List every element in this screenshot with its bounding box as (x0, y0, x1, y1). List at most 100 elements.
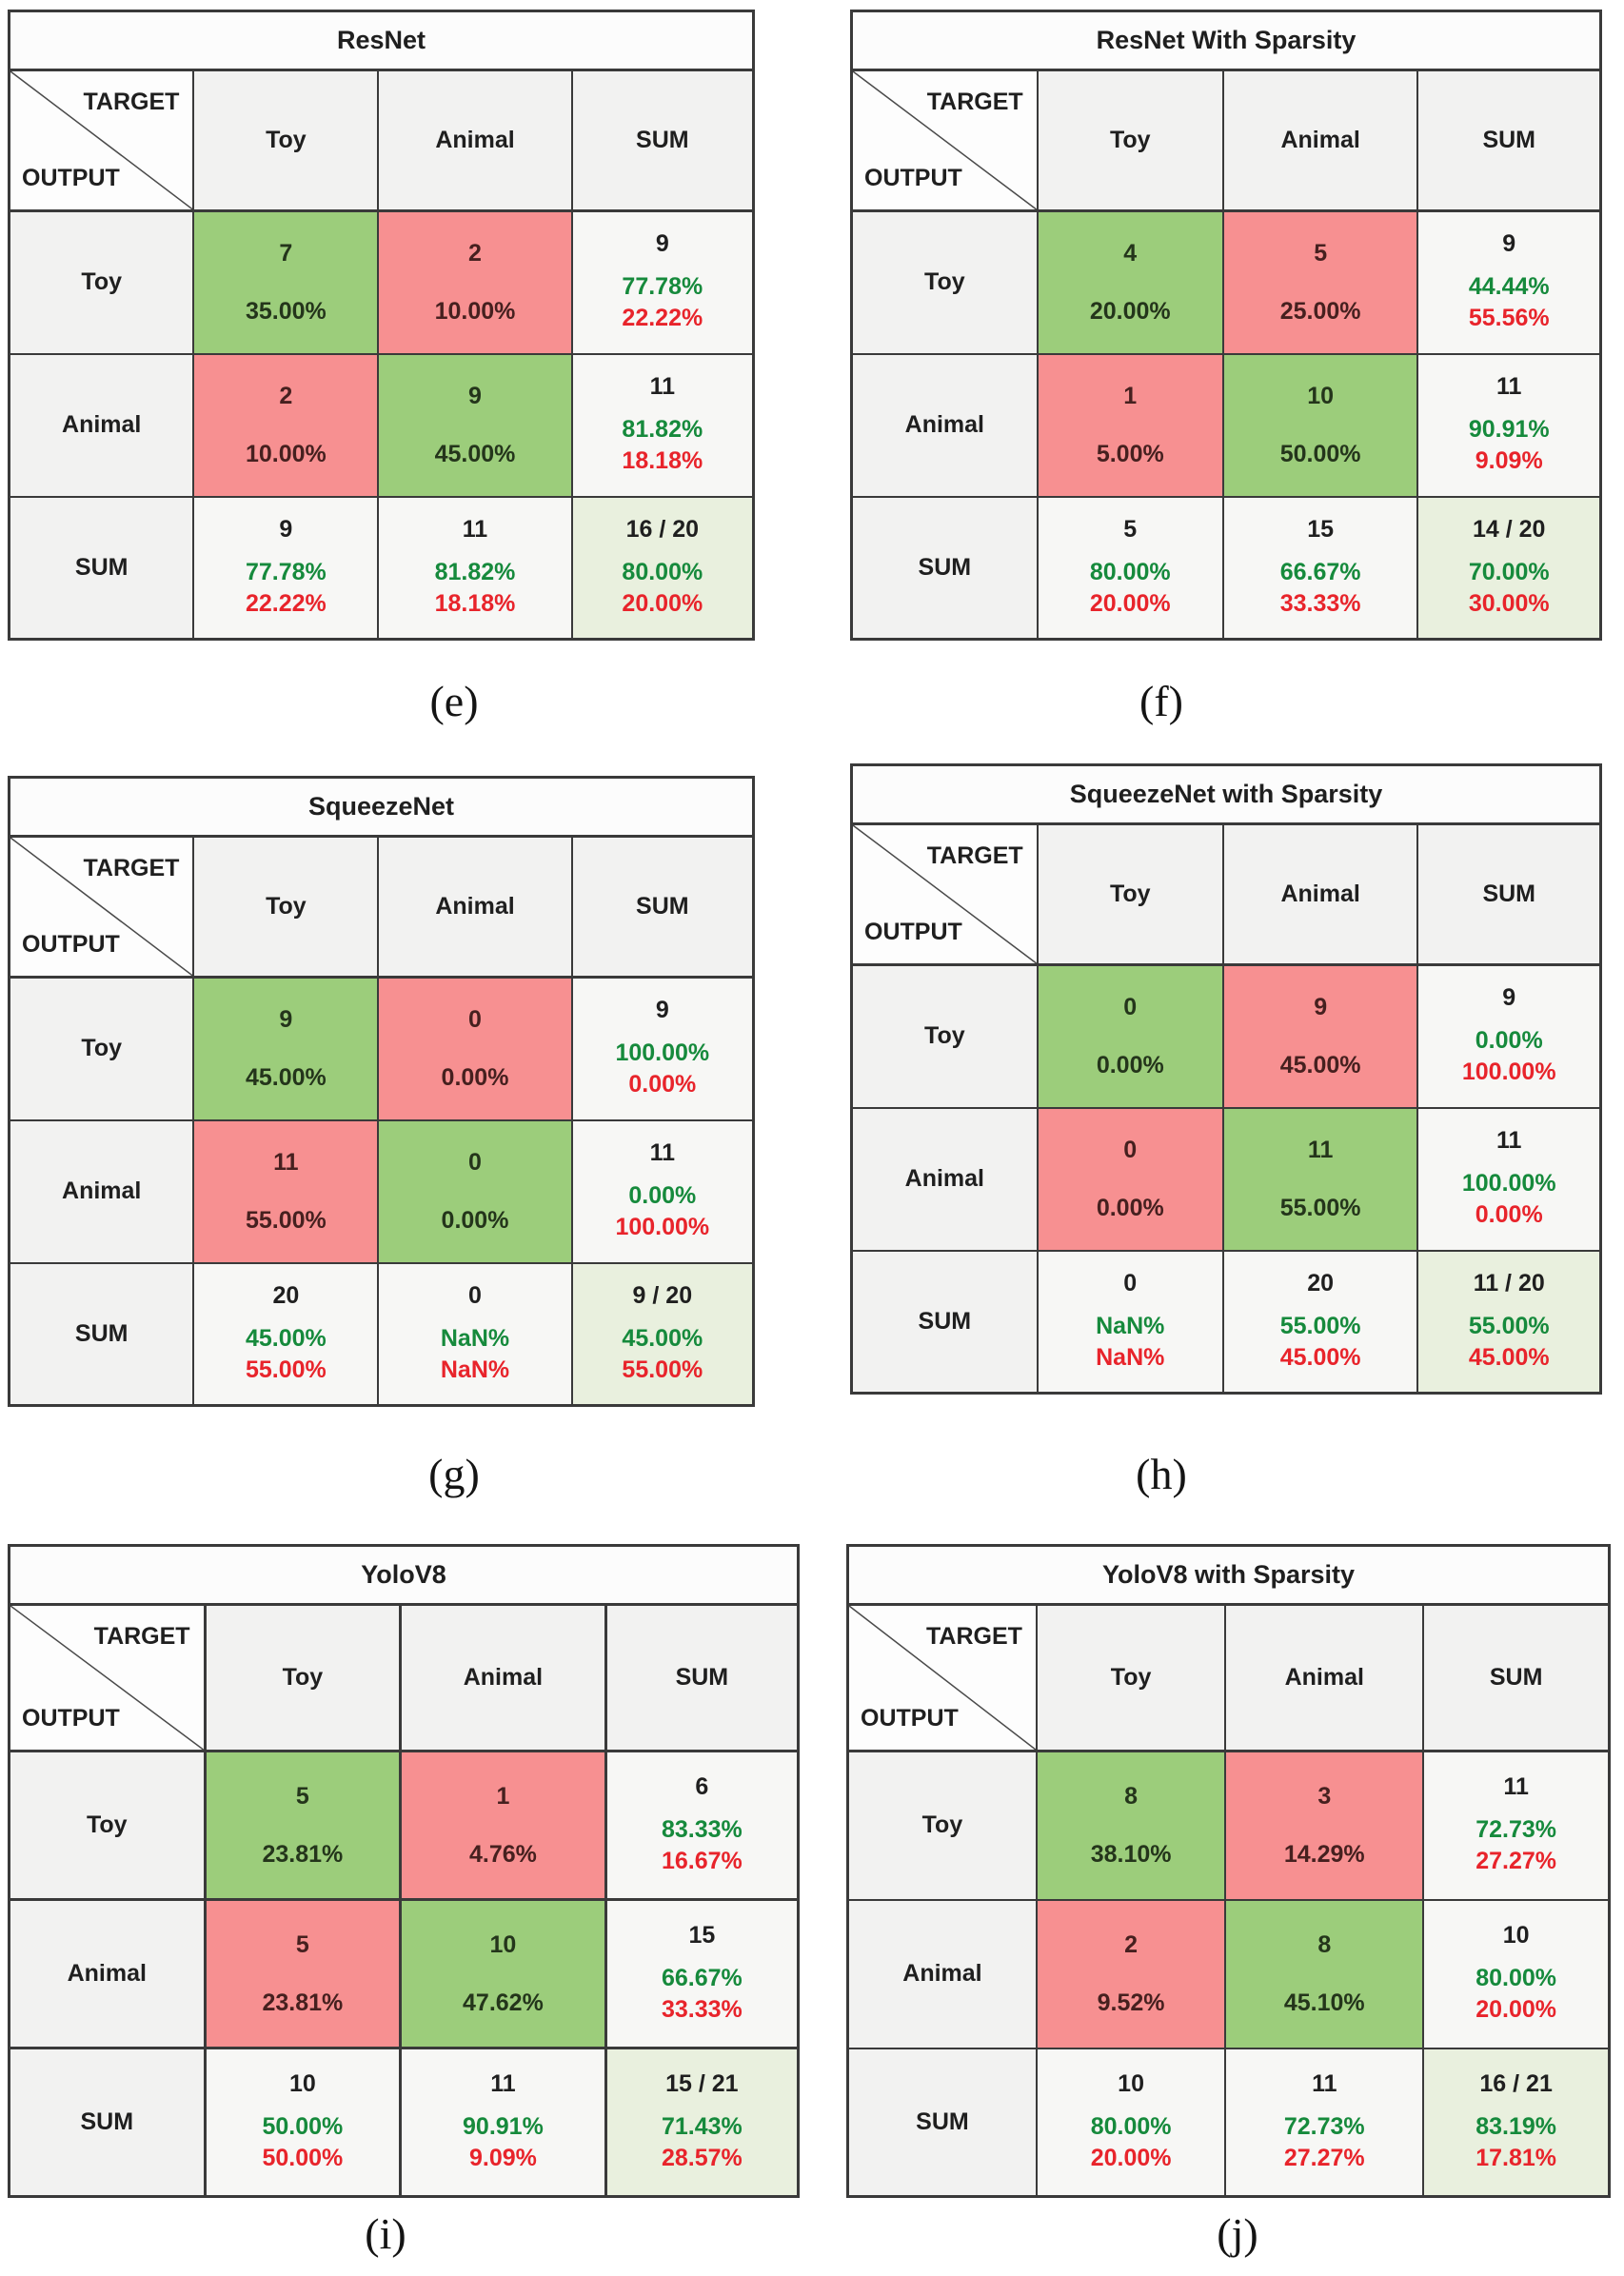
negative-percent: 50.00% (262, 2145, 344, 2171)
cell-toy-row-sum: 9 77.78% 22.22% (570, 209, 755, 355)
row-header-animal: Animal (846, 1898, 1038, 2049)
cell-toy-toy: 9 45.00% (192, 976, 380, 1121)
cell-percent: 5.00% (1096, 440, 1164, 467)
col-header-animal: Animal (1224, 1603, 1425, 1752)
sum-count: 9 (1502, 984, 1516, 1012)
cell-animal-row-sum: 10 80.00% 20.00% (1422, 1898, 1611, 2049)
positive-percent: NaN% (440, 1324, 510, 1352)
cell-toy-toy: 8 38.10% (1035, 1750, 1227, 1901)
negative-percent: 100.00% (1461, 1059, 1556, 1086)
sum-percents: 90.91% 9.09% (402, 2111, 604, 2174)
subfigure-label: (h) (1136, 1450, 1187, 1498)
cell-percent: 23.81% (262, 1840, 344, 1868)
sum-count: 11 (462, 515, 488, 543)
table-row-toy: Toy 5 23.81% 1 4.76% 6 83.33% (8, 1750, 801, 1901)
col-header-sum: SUM (1416, 69, 1602, 212)
table-row-animal: Animal 11 55.00% 0 0.00% 11 0.00% (8, 1118, 755, 1264)
sum-percents: 72.73% 27.27% (1226, 2111, 1422, 2174)
negative-percent: NaN% (1096, 1343, 1165, 1371)
sum-percents: 77.78% 22.22% (573, 271, 752, 334)
target-axis-label: TARGET (926, 89, 1023, 115)
positive-percent: 90.91% (463, 2113, 544, 2140)
positive-percent: 50.00% (262, 2113, 344, 2140)
subfigure-label: (e) (429, 677, 479, 725)
cell-toy-animal: 2 10.00% (377, 209, 573, 355)
positive-percent: 0.00% (1475, 1027, 1543, 1055)
cell-toy-toy: 7 35.00% (192, 209, 380, 355)
total-count: 9 / 20 (632, 1281, 693, 1309)
output-axis-label: OUTPUT (861, 1705, 959, 1732)
cell-animal-row-sum: 11 0.00% 100.00% (570, 1118, 755, 1264)
negative-percent: 20.00% (1089, 589, 1171, 617)
table-row-animal: Animal 1 5.00% 10 50.00% 11 90.91% (850, 352, 1602, 498)
sum-percents: 83.19% 17.81% (1424, 2111, 1608, 2174)
cell-count: 0 (468, 1005, 482, 1033)
target-output-header-cell: TARGET OUTPUT (8, 69, 195, 212)
cell-toy-animal: 0 0.00% (377, 976, 573, 1121)
negative-percent: 0.00% (1475, 1201, 1543, 1228)
sum-percents: 72.73% 27.27% (1424, 1814, 1608, 1877)
sum-percents: 81.82% 18.18% (379, 557, 570, 620)
table-title: ResNet With Sparsity (850, 10, 1602, 71)
table-row-animal: Animal 5 23.81% 10 47.62% 15 66.67 (8, 1898, 801, 2049)
subfigure-label: (f) (1139, 677, 1183, 725)
negative-percent: 16.67% (661, 1848, 743, 1874)
sum-percents: 50.00% 50.00% (207, 2111, 400, 2174)
sum-count: 0 (1123, 1269, 1138, 1296)
positive-percent: 80.00% (1090, 2112, 1172, 2140)
confusion-matrix-figure: ResNet TARGET OUTPUT Toy Animal SUM (8, 10, 755, 725)
cell-percent: 55.00% (1279, 1194, 1361, 1221)
cell-percent: 10.00% (434, 297, 516, 325)
sum-percents: 66.67% 33.33% (1224, 557, 1417, 620)
negative-percent: 27.27% (1475, 1848, 1557, 1875)
cell-animal-animal: 0 0.00% (377, 1118, 573, 1264)
positive-percent: 72.73% (1475, 1816, 1557, 1844)
output-axis-label: OUTPUT (864, 919, 962, 945)
table-row-sum: SUM 10 50.00% 50.00% 11 90.91% (8, 2047, 801, 2198)
cell-toy-animal: 1 4.76% (399, 1750, 607, 1901)
positive-percent: 66.67% (1279, 558, 1361, 585)
cell-animal-toy: 11 55.00% (192, 1118, 380, 1264)
target-output-header-cell: TARGET OUTPUT (846, 1603, 1038, 1752)
negative-percent: 0.00% (628, 1071, 697, 1098)
output-axis-label: OUTPUT (22, 1705, 120, 1732)
negative-percent: 20.00% (1090, 2144, 1172, 2171)
negative-percent: 100.00% (615, 1214, 710, 1240)
cell-toy-animal: 9 45.00% (1221, 963, 1419, 1109)
col-header-sum: SUM (1416, 822, 1602, 966)
sum-percents: 0.00% 100.00% (573, 1180, 752, 1243)
sum-percents: 71.43% 28.57% (607, 2111, 797, 2174)
cell-count: 9 (1314, 993, 1328, 1020)
sum-percents: 80.00% 20.00% (1424, 1963, 1608, 2026)
col-header-animal: Animal (1221, 69, 1419, 212)
cell-percent: 38.10% (1090, 1840, 1172, 1868)
output-axis-label: OUTPUT (22, 165, 120, 191)
table-row-toy: Toy 7 35.00% 2 10.00% 9 77.78% (8, 209, 755, 355)
confusion-matrix-table: YoloV8 TARGET OUTPUT Toy Animal SUM (8, 1544, 801, 2198)
sum-percents: 55.00% 45.00% (1418, 1311, 1599, 1374)
target-axis-label: TARGET (925, 1623, 1022, 1650)
error-percent: 28.57% (661, 2145, 743, 2171)
cell-count: 7 (279, 239, 293, 267)
sum-count: 15 (1307, 515, 1335, 543)
cell-animal-toy: 2 9.52% (1035, 1898, 1227, 2049)
cell-count: 5 (295, 1782, 309, 1810)
positive-percent: 90.91% (1468, 416, 1550, 443)
confusion-matrix-figure: SqueezeNet with Sparsity TARGET OUTPUT T… (850, 763, 1602, 1498)
total-count: 11 / 20 (1473, 1269, 1545, 1296)
sum-count: 11 (1496, 1127, 1522, 1154)
diagonal-divider-line (853, 71, 1037, 209)
table-title: SqueezeNet with Sparsity (850, 763, 1602, 825)
sum-percents: 100.00% 0.00% (573, 1038, 752, 1100)
table-row-toy: Toy 8 38.10% 3 14.29% 11 72.73% (846, 1750, 1611, 1901)
sum-count: 11 (1312, 2069, 1337, 2097)
cell-overall-total: 14 / 20 70.00% 30.00% (1416, 495, 1602, 641)
sum-percents: 80.00% 20.00% (1039, 557, 1222, 620)
cell-count: 0 (1123, 993, 1138, 1020)
target-axis-label: TARGET (93, 1623, 190, 1650)
accuracy-percent: 45.00% (622, 1324, 703, 1352)
target-output-header-cell: TARGET OUTPUT (8, 835, 195, 979)
accuracy-percent: 80.00% (622, 558, 703, 585)
col-header-toy: Toy (1035, 1603, 1227, 1752)
